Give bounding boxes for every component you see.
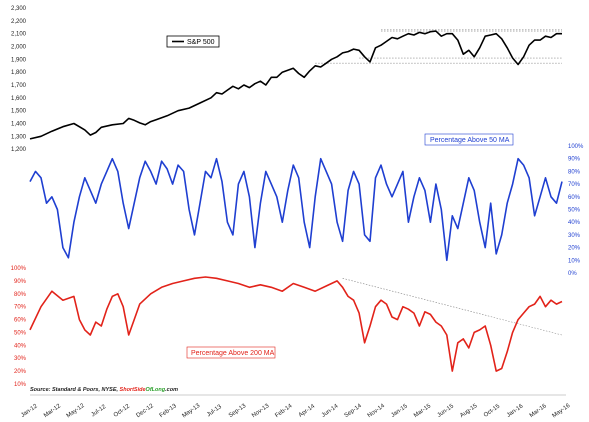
x-tick-label: May-16 [552, 403, 572, 420]
x-tick-label: Mar-12 [43, 403, 63, 419]
ma50-ytick: 60% [568, 195, 581, 201]
x-tick-label: Jan-16 [506, 403, 525, 419]
x-tick-label: Nov-13 [251, 403, 271, 419]
ma50-ytick: 80% [568, 169, 581, 175]
ma200-ytick: 80% [14, 292, 27, 298]
source-prefix: Source: Standard & Poors, NYSE, [30, 387, 120, 393]
sp500-legend: S&P 500 [166, 35, 220, 48]
ma50-ytick: 20% [568, 246, 581, 252]
source-short: Short [120, 387, 136, 393]
x-tick-label: Dec-12 [135, 403, 155, 419]
x-tick-label: Jan-12 [20, 403, 39, 419]
source-of: Of [146, 387, 153, 393]
x-tick-label: Aug-15 [459, 403, 479, 419]
ma50-ytick: 10% [568, 258, 581, 264]
ma200-ytick: 40% [14, 343, 27, 349]
ma50-ytick: 90% [568, 157, 581, 163]
sp500-ytick: 2,100 [11, 32, 27, 38]
sp500-ytick: 1,200 [11, 147, 27, 153]
x-tick-label: Nov-14 [367, 403, 387, 419]
ma50-series-line [29, 157, 563, 262]
sp500-legend-label: S&P 500 [187, 39, 215, 46]
sp500-ytick: 1,800 [11, 70, 27, 76]
sp500-ytick: 2,200 [11, 19, 27, 25]
sp500-ytick: 1,400 [11, 122, 27, 128]
x-tick-label: Mar-15 [413, 403, 433, 419]
x-tick-label: Apr-14 [298, 403, 317, 419]
source-suffix: .com [165, 387, 178, 393]
source-text: Source: Standard & Poors, NYSE, ShortSid… [30, 387, 178, 393]
x-tick-label: Feb-13 [159, 403, 179, 419]
sp500-ytick: 2,000 [11, 45, 27, 51]
ma200-ytick: 30% [14, 356, 27, 362]
ma200-series-line [29, 276, 563, 372]
ma50-ytick: 100% [568, 144, 584, 150]
ma200-legend: Percentage Above 200 MA [186, 346, 276, 359]
ma200-ytick: 20% [14, 369, 27, 375]
ma200-ytick: 90% [14, 279, 27, 285]
sp500-ytick: 2,300 [11, 6, 27, 12]
ma200-ytick: 100% [11, 266, 27, 272]
x-tick-label: Sep-13 [228, 403, 248, 419]
ma50-legend: Percentage Above 50 MA [424, 133, 514, 146]
x-tick-label: Mar-16 [529, 403, 549, 419]
sp500-ytick: 1,300 [11, 134, 27, 140]
x-tick-label: May-12 [66, 403, 86, 420]
chart-marks: 1,200 1,300 1,400 1,500 1,600 1,700 1,800 1,900… [11, 6, 584, 419]
x-tick-label: Jun-15 [437, 403, 456, 419]
ma50-legend-label: Percentage Above 50 MA [430, 137, 510, 144]
x-tick-label: May-13 [181, 403, 201, 420]
source-long: Long [152, 387, 166, 393]
ma50-ytick: 50% [568, 208, 581, 214]
x-tick-label: Jul-13 [206, 404, 223, 419]
x-tick-label: Jan-15 [390, 403, 409, 419]
x-tick-label: Oct-12 [113, 403, 132, 419]
x-tick-label: Feb-14 [274, 403, 294, 419]
sp500-ytick: 1,700 [11, 83, 27, 89]
sp500-ytick: 1,600 [11, 96, 27, 102]
ma200-ytick: 50% [14, 330, 27, 336]
sp500-ytick: 1,900 [11, 57, 27, 63]
x-tick-label: Jul-12 [90, 404, 107, 419]
ma200-ytick: 70% [14, 305, 27, 311]
ma50-ytick: 40% [568, 220, 581, 226]
x-tick-label: Sep-14 [344, 403, 364, 419]
ma200-legend-label: Percentage Above 200 MA [191, 350, 275, 357]
sp500-series-line [29, 30, 562, 140]
ma200-ytick: 60% [14, 318, 27, 324]
x-tick-label: Jun-14 [321, 403, 340, 419]
x-tick-label: Oct-15 [483, 403, 502, 419]
ma50-ytick: 70% [568, 182, 581, 188]
source-side: Side [134, 387, 146, 393]
ma50-ytick: 30% [568, 233, 581, 239]
sp500-ytick: 1,500 [11, 109, 27, 115]
ma50-ytick: 0% [568, 271, 577, 277]
ma200-ytick: 10% [14, 382, 27, 388]
